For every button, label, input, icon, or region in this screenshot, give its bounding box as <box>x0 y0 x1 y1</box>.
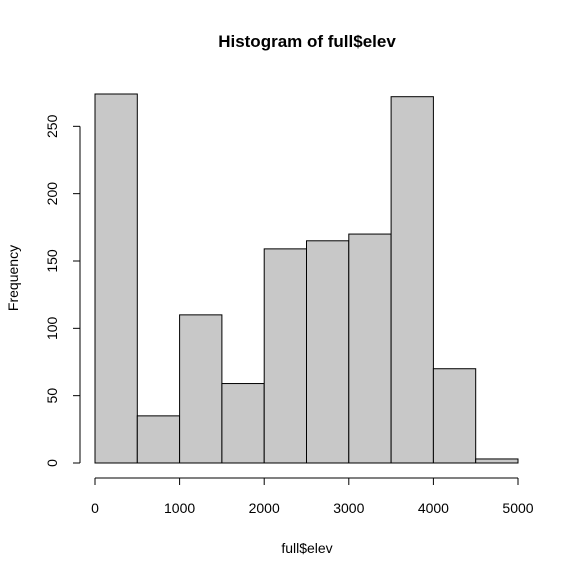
histogram-bar <box>475 458 519 464</box>
x-tick-label: 2000 <box>249 500 280 516</box>
chart-title: Histogram of full$elev <box>218 32 396 51</box>
y-tick-label: 50 <box>44 388 60 404</box>
y-tick-label: 150 <box>44 249 60 273</box>
histogram-bar <box>221 383 265 464</box>
bars-group <box>94 93 519 464</box>
histogram-bar <box>390 96 434 464</box>
x-tick-label: 1000 <box>164 500 195 516</box>
histogram-bar <box>432 368 477 464</box>
histogram-bar <box>348 233 392 464</box>
x-tick-label: 0 <box>91 500 99 516</box>
histogram-bar <box>136 415 181 464</box>
y-tick-label: 100 <box>44 316 60 340</box>
y-tick-label: 200 <box>44 182 60 206</box>
x-tick-label: 4000 <box>418 500 449 516</box>
x-axis: 0 1000 2000 3000 4000 5000 <box>91 477 534 516</box>
y-tick-label: 250 <box>44 114 60 138</box>
x-axis-label: full$elev <box>281 540 332 556</box>
x-tick-label: 3000 <box>333 500 364 516</box>
y-axis: 0 50 100 150 200 250 <box>44 114 81 467</box>
histogram-bar <box>179 314 223 464</box>
x-tick-label: 5000 <box>502 500 533 516</box>
y-axis-label: Frequency <box>5 245 21 311</box>
histogram-bar <box>94 93 138 464</box>
histogram-bar <box>263 248 308 464</box>
histogram-bar <box>306 240 350 464</box>
y-tick-label: 0 <box>44 459 60 467</box>
